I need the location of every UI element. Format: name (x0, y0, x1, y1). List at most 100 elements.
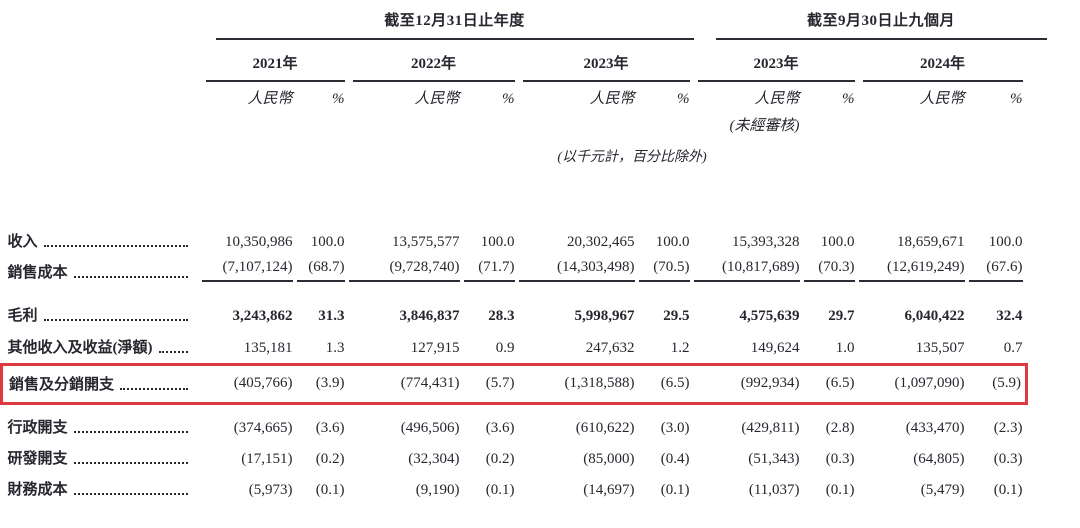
value-cell: (3.6) (297, 403, 349, 443)
cell-value: 13,575,577 (392, 234, 460, 250)
cell-value: 18,659,671 (897, 234, 965, 250)
cell-value: (64,805) (913, 451, 965, 467)
cell-value: (5,479) (920, 482, 965, 498)
spacer-cell (1027, 82, 1080, 112)
cell-value: (6.5) (825, 375, 855, 391)
year-header-2023-interim: 2023年 (694, 40, 859, 82)
value-cell: 3,846,837 (349, 288, 464, 333)
spacer-cell (2, 40, 202, 82)
cell-value: (429,811) (741, 420, 800, 436)
currency-subheader: 人民幣 (414, 91, 460, 107)
cell-value: 6,040,422 (904, 308, 965, 324)
spacer-cell (1027, 333, 1080, 364)
cell-value: (32,304) (408, 451, 460, 467)
cell-value: (405,766) (233, 375, 293, 391)
table-row-4: 其他收入及收益(淨額) 135,181 1.3 127,915 0.9 247,632 1.… (2, 333, 1080, 364)
cell-value: (51,343) (748, 451, 800, 467)
cell-value: 31.3 (318, 308, 345, 324)
value-cell: (10,817,689) (693, 257, 804, 288)
value-cell: (17,151) (202, 443, 297, 474)
cell-value: (3.0) (660, 420, 690, 436)
spacer-cell (2, 0, 202, 40)
cell-value: (68.7) (296, 259, 345, 282)
value-cell: (992,934) (693, 362, 804, 405)
currency-subheader: 人民幣 (754, 91, 800, 107)
cell-value: 29.5 (663, 308, 690, 324)
cell-value: (774,431) (400, 375, 460, 391)
spacer-cell (1027, 364, 1080, 403)
cell-value: (0.1) (485, 482, 515, 498)
value-cell: (9,190) (349, 474, 464, 505)
cell-value: (0.1) (825, 482, 855, 498)
table-row-1: 收入 10,350,986 100.0 13,575,577 100.0 20,302,4… (2, 226, 1080, 257)
row-label: 毛利 (7, 308, 38, 324)
cell-value: 28.3 (488, 308, 515, 324)
year-header-row: 2021年 2022年 2023年 2023年 2024年 (2, 40, 1080, 82)
value-cell: (32,304) (349, 443, 464, 474)
cell-value: (5.9) (992, 375, 1022, 391)
cell-value: 1.0 (835, 339, 855, 356)
cell-value: (0.1) (993, 482, 1023, 498)
dot-leader (120, 388, 188, 390)
interim-group-header: 截至9月30日止九個月 (694, 0, 1080, 40)
cell-value: (5,973) (248, 482, 293, 498)
value-cell: (5.7) (463, 362, 519, 405)
spacer-cell (1027, 226, 1080, 257)
cell-value: 10,350,986 (225, 234, 293, 250)
value-cell: 100.0 (639, 226, 694, 257)
spacer-cell (1027, 40, 1080, 82)
value-cell: 0.9 (464, 333, 519, 364)
table-row-5: 銷售及分銷開支 (405,766) (3.9) (774,431) (5.7) (1,31… (0, 362, 1080, 405)
cell-value: 4,575,639 (739, 308, 800, 324)
cell-value: 100.0 (988, 234, 1023, 250)
value-cell: (0.3) (969, 443, 1027, 474)
value-cell: (433,470) (859, 403, 969, 443)
cell-value: (0.3) (993, 451, 1023, 467)
cell-value: (6.5) (660, 375, 690, 391)
value-cell: 149,624 (694, 333, 804, 364)
currency-subheader: 人民幣 (247, 91, 293, 107)
cell-value: (85,000) (583, 451, 635, 467)
cell-value: 32.4 (996, 308, 1023, 324)
dot-leader (43, 245, 188, 247)
value-cell: (0.1) (297, 474, 349, 505)
value-cell: (405,766) (201, 362, 297, 405)
cell-value: (496,506) (400, 420, 460, 436)
year-header-2022: 2022年 (349, 40, 519, 82)
cell-value: (71.7) (463, 259, 515, 282)
value-cell: (0.1) (804, 474, 859, 505)
value-cell: 1.0 (804, 333, 859, 364)
cell-value: 0.7 (1003, 339, 1023, 356)
units-note-row: (以千元計，百分比除外) (2, 136, 1080, 176)
row-label-cell: 收入 (2, 226, 202, 257)
row-label-cell: 研發開支 (2, 443, 202, 474)
value-cell: 15,393,328 (694, 226, 804, 257)
cell-value: 1.3 (325, 339, 345, 356)
value-cell: (64,805) (859, 443, 969, 474)
cell-value: 149,624 (750, 339, 800, 356)
year-header-2023: 2023年 (519, 40, 694, 82)
cell-value: 3,243,862 (232, 308, 293, 324)
value-cell: 3,243,862 (202, 288, 297, 333)
spacer-cell (2, 136, 519, 176)
value-cell: (67.6) (968, 257, 1027, 288)
cell-value: (433,470) (905, 420, 965, 436)
dot-leader (43, 319, 188, 321)
value-cell: (5,479) (859, 474, 969, 505)
spacer-cell (694, 136, 1080, 176)
value-cell: 1.2 (639, 333, 694, 364)
cell-value: (2.8) (825, 420, 855, 436)
cell-value: 29.7 (828, 308, 855, 324)
table-row-2: 銷售成本 (7,107,124) (68.7) (9,728,740) (71.7) (1… (2, 257, 1080, 288)
value-cell: (774,431) (348, 362, 464, 405)
value-cell: 18,659,671 (859, 226, 969, 257)
value-cell: 13,575,577 (349, 226, 464, 257)
value-cell: 100.0 (969, 226, 1027, 257)
interim-group-label: 截至9月30日止九個月 (715, 9, 1047, 40)
row-label-cell: 毛利 (2, 288, 202, 333)
value-cell: (3.0) (639, 403, 694, 443)
percent-subheader: % (502, 91, 515, 107)
value-cell: (0.1) (464, 474, 519, 505)
value-cell: (1,318,588) (518, 362, 639, 405)
cell-value: 100.0 (655, 234, 690, 250)
